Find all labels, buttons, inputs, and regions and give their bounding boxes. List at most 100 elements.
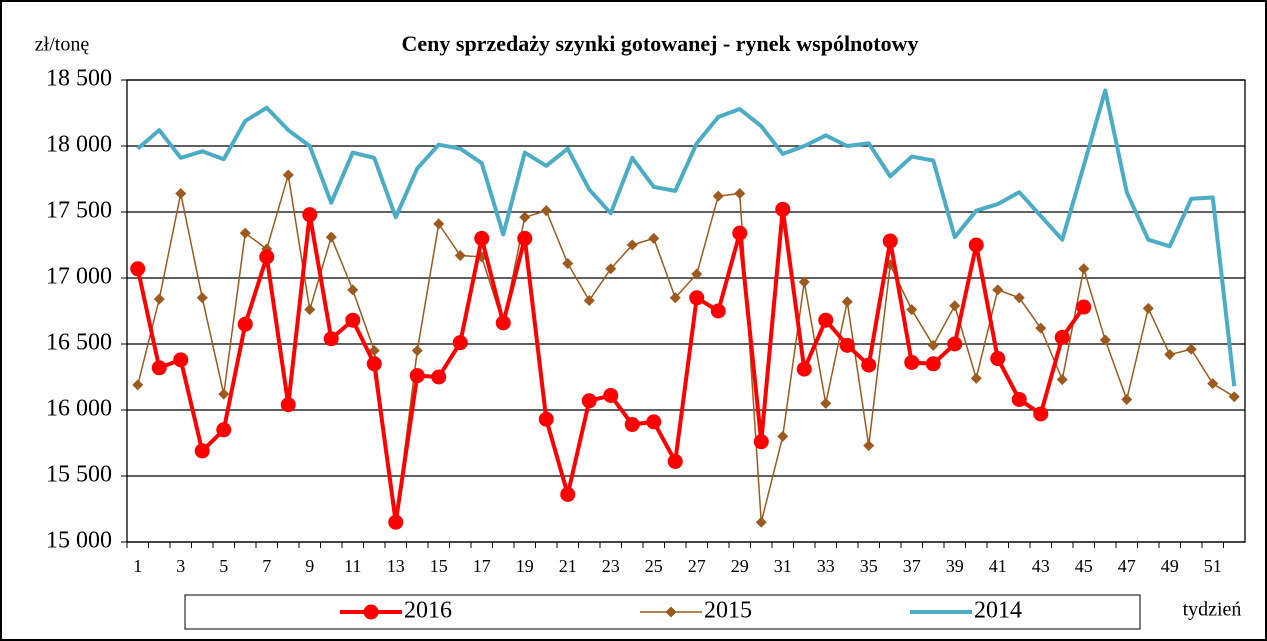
point (626, 239, 638, 251)
point (474, 230, 490, 246)
point (818, 312, 834, 328)
point (1142, 302, 1154, 314)
x-tick-label: 51 (1204, 556, 1222, 576)
point (820, 397, 832, 409)
x-tick-label: 15 (430, 556, 448, 576)
point (882, 233, 898, 249)
y-tick-label: 17 500 (46, 198, 112, 224)
y-tick-label: 15 500 (46, 462, 112, 488)
point (777, 430, 789, 442)
x-tick-label: 49 (1161, 556, 1179, 576)
point (368, 345, 380, 357)
point (173, 352, 189, 368)
point (194, 443, 210, 459)
point (302, 207, 318, 223)
point (259, 249, 275, 265)
point (992, 284, 1004, 296)
point (388, 514, 404, 530)
y-tick-label: 16 000 (46, 396, 112, 422)
x-tick-label: 5 (219, 556, 228, 576)
point (218, 388, 230, 400)
point (712, 190, 724, 202)
point (863, 440, 875, 452)
legend-marker (363, 604, 379, 620)
point (1207, 378, 1219, 390)
point (753, 434, 769, 450)
point (282, 169, 294, 181)
point (560, 486, 576, 502)
x-tick-label: 13 (387, 556, 405, 576)
y-tick-label: 17 000 (46, 264, 112, 290)
point (906, 304, 918, 316)
point (280, 397, 296, 413)
point (454, 250, 466, 262)
point (239, 227, 251, 239)
point (411, 345, 423, 357)
point (1078, 263, 1090, 275)
point (775, 201, 791, 217)
legend-marker (665, 606, 677, 618)
point (538, 411, 554, 427)
point (861, 357, 877, 373)
point (669, 292, 681, 304)
point (151, 360, 167, 376)
point (796, 361, 812, 377)
point (691, 268, 703, 280)
point (1011, 391, 1027, 407)
point (517, 230, 533, 246)
x-tick-label: 35 (860, 556, 878, 576)
point (841, 296, 853, 308)
point (947, 336, 963, 352)
y-axis-label: zł/tonę (35, 34, 90, 56)
point (452, 335, 468, 351)
x-tick-label: 23 (602, 556, 620, 576)
point (968, 237, 984, 253)
x-tick-label: 45 (1075, 556, 1093, 576)
point (990, 351, 1006, 367)
x-tick-label: 17 (473, 556, 491, 576)
point (1228, 391, 1240, 403)
legend-label: 2016 (404, 598, 452, 624)
x-tick-label: 39 (946, 556, 964, 576)
point (839, 337, 855, 353)
point (1121, 393, 1133, 405)
y-tick-label: 18 000 (46, 132, 112, 158)
point (196, 292, 208, 304)
point (1056, 374, 1068, 386)
point (562, 257, 574, 269)
x-tick-label: 29 (731, 556, 749, 576)
point (927, 339, 939, 351)
x-tick-label: 19 (516, 556, 534, 576)
point (304, 304, 316, 316)
legend-box (184, 594, 1141, 630)
point (755, 516, 767, 528)
x-tick-label: 31 (774, 556, 792, 576)
x-tick-label: 1 (133, 556, 142, 576)
point (366, 356, 382, 372)
point (734, 188, 746, 200)
point (667, 453, 683, 469)
x-tick-label: 33 (817, 556, 835, 576)
point (345, 312, 361, 328)
point (904, 354, 920, 370)
x-tick-label: 37 (903, 556, 921, 576)
point (1033, 406, 1049, 422)
x-tick-label: 21 (559, 556, 577, 576)
x-tick-label: 27 (688, 556, 706, 576)
point (624, 417, 640, 433)
point (646, 414, 662, 430)
x-tick-label: 47 (1118, 556, 1136, 576)
x-tick-label: 43 (1032, 556, 1050, 576)
y-tick-label: 18 500 (46, 66, 112, 92)
y-tick-label: 16 500 (46, 330, 112, 356)
point (323, 331, 339, 347)
point (431, 369, 447, 385)
point (949, 300, 961, 312)
point (175, 188, 187, 200)
point (347, 284, 359, 296)
point (1054, 329, 1070, 345)
point (605, 263, 617, 275)
x-tick-label: 3 (176, 556, 185, 576)
